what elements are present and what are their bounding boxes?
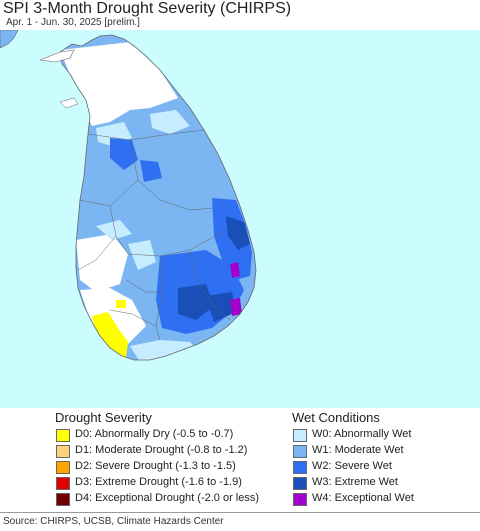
legend-label-w3: W3: Extreme Wet (312, 476, 398, 488)
jaffna-peninsula (39, 49, 75, 63)
map-title: SPI 3-Month Drought Severity (CHIRPS) (3, 0, 292, 17)
legend-label-d4: D4: Exceptional Drought (-2.0 or less) (75, 492, 260, 504)
india-mainland-coast (0, 30, 19, 49)
drought-legend-heading: Drought Severity (55, 410, 152, 425)
map-date-range: Apr. 1 - Jun. 30, 2025 [prelim.] (6, 17, 140, 28)
legend-label-w0: W0: Abnormally Wet (312, 428, 412, 440)
swatch-d3 (56, 477, 70, 490)
mannar-island (59, 97, 79, 109)
swatch-w1 (293, 445, 307, 458)
swatch-w3 (293, 477, 307, 490)
legend-label-w4: W4: Exceptional Wet (312, 492, 414, 504)
province-boundaries (77, 129, 231, 341)
source-credit: Source: CHIRPS, UCSB, Climate Hazards Ce… (3, 516, 224, 527)
swatch-d4 (56, 493, 70, 506)
wet-legend-heading: Wet Conditions (292, 410, 380, 425)
drought-map (0, 30, 480, 408)
legend-label-w1: W1: Moderate Wet (312, 444, 404, 456)
legend-label-d3: D3: Extreme Drought (-1.6 to -1.9) (75, 476, 242, 488)
footer-bar: Source: CHIRPS, UCSB, Climate Hazards Ce… (0, 512, 480, 531)
swatch-w0 (293, 429, 307, 442)
swatch-w2 (293, 461, 307, 474)
legend-label-d2: D2: Severe Drought (-1.3 to -1.5) (75, 460, 236, 472)
swatch-d2 (56, 461, 70, 474)
legend-label-w2: W2: Severe Wet (312, 460, 392, 472)
map-header: SPI 3-Month Drought Severity (CHIRPS) Ap… (0, 0, 480, 30)
swatch-d1 (56, 445, 70, 458)
legend-panel: Drought Severity Wet Conditions D0: Abno… (0, 408, 480, 512)
sri-lanka-outline (59, 34, 257, 361)
swatch-w4 (293, 493, 307, 506)
swatch-d0 (56, 429, 70, 442)
legend-label-d0: D0: Abnormally Dry (-0.5 to -0.7) (75, 428, 234, 440)
legend-label-d1: D1: Moderate Drought (-0.8 to -1.2) (75, 444, 248, 456)
